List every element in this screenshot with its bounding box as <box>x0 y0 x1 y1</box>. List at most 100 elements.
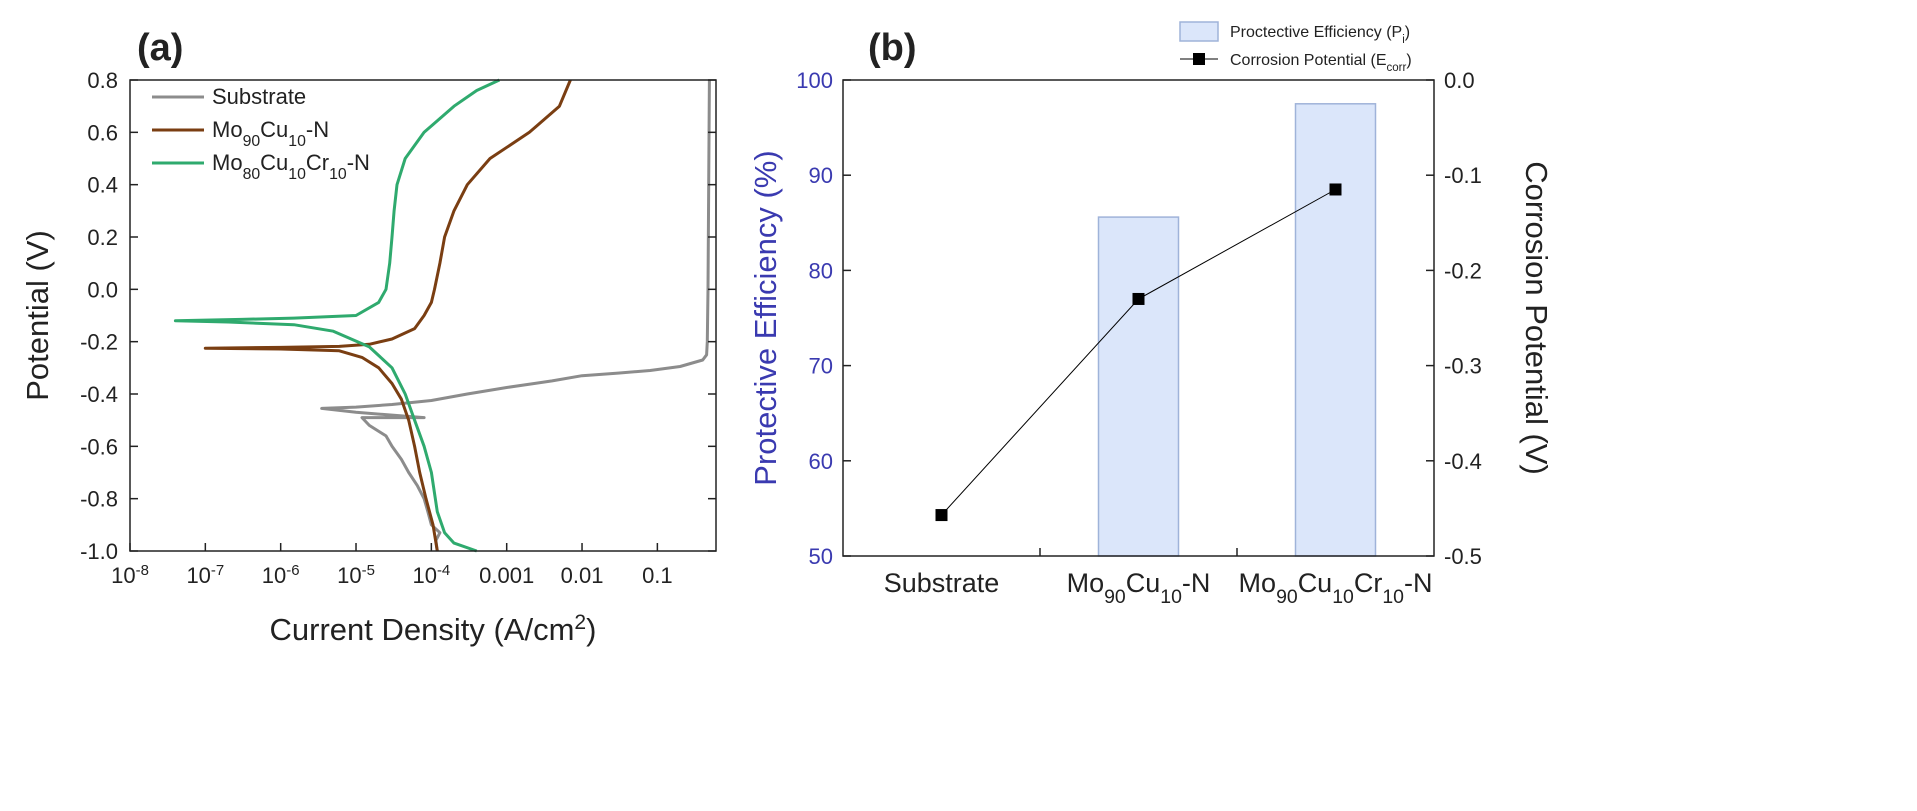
text-segment: Cr <box>1354 568 1383 598</box>
text-segment: 10 <box>1332 586 1354 608</box>
plot-frame <box>129 79 717 552</box>
y-tick-label: 90 <box>809 163 833 188</box>
x-tick-label: 0.001 <box>479 563 534 588</box>
text-segment: 90 <box>243 133 261 150</box>
y-axis-title: Protective Efficiency (%) <box>748 150 783 485</box>
x-tick-label: 0.1 <box>642 563 673 588</box>
y-tick-label: 0.8 <box>87 68 118 93</box>
y-tick-label: 0.2 <box>87 225 118 250</box>
category-label: Mo90Cu10-N <box>1067 568 1211 608</box>
efficiency-bar-2 <box>1097 216 1180 557</box>
text-segment: Corrosion Potential (E <box>1230 52 1387 69</box>
y2-axis-title: Corrosion Potential (V) <box>1519 161 1554 475</box>
panel-a-label: (a) <box>137 27 183 69</box>
series-line-3 <box>173 78 501 553</box>
text-segment: Cu <box>1298 568 1333 598</box>
y-tick-label: -0.8 <box>80 487 118 512</box>
text-segment: -N <box>1404 568 1433 598</box>
text-segment: -N <box>1182 568 1211 598</box>
text-segment: 10 <box>1382 586 1404 608</box>
text-segment: Mo <box>1067 568 1105 598</box>
legend-label: Substrate <box>212 84 306 109</box>
ecorr-marker <box>935 509 948 522</box>
text-segment: Mo <box>1239 568 1277 598</box>
ecorr-marker <box>1329 183 1342 196</box>
y-tick-label: 100 <box>796 68 833 93</box>
series-line-2 <box>203 79 572 552</box>
text-segment: ) <box>1406 52 1411 69</box>
x-tick-base: 10 <box>111 563 135 588</box>
y-tick-label: 0.4 <box>87 173 118 198</box>
x-tick-exponent: -8 <box>136 562 149 579</box>
text-segment: corr <box>1387 62 1407 74</box>
y-tick-label: -0.2 <box>80 330 118 355</box>
y-tick-label: 0.6 <box>87 120 118 145</box>
panel-b-efficiency-chart: 100 90 80 70 60 50 0.0 -0.1 -0.2 -0.3 -0.4 -0.5 Subs… <box>748 21 1554 608</box>
x-tick-label: 0.01 <box>561 563 604 588</box>
x-tick-label: 10-4 <box>412 562 450 589</box>
text-segment: Cu <box>1126 568 1161 598</box>
text-segment: 10 <box>288 133 306 150</box>
y-tick-label: 50 <box>809 544 833 569</box>
y-tick-label: 70 <box>809 354 833 379</box>
x-tick-exponent: -4 <box>437 562 450 579</box>
text-segment: Mo <box>212 117 243 142</box>
y2-tick-label: -0.3 <box>1444 354 1482 379</box>
category-label: Mo90Cu10Cr10-N <box>1239 568 1433 608</box>
text-segment: -N <box>347 150 370 175</box>
text-segment: 10 <box>1160 586 1182 608</box>
x-tick-label: 10-5 <box>337 562 375 589</box>
text-segment: 90 <box>1104 586 1126 608</box>
legend-label: Mo80Cu10Cr10-N <box>212 150 370 183</box>
y-tick-label: 80 <box>809 258 833 283</box>
x-tick-base: 10 <box>262 563 286 588</box>
x-tick-base: 0.001 <box>479 563 534 588</box>
x-tick-base: 10 <box>337 563 361 588</box>
x-axis-title: Current Density (A/cm2) <box>270 611 597 648</box>
text-segment: 10 <box>288 166 306 183</box>
category-label: Substrate <box>884 568 1000 598</box>
legend-marker-swatch <box>1193 53 1205 65</box>
plot-frame <box>842 79 1435 557</box>
efficiency-bar-3 <box>1294 103 1377 557</box>
y-tick-label: 0.0 <box>87 277 118 302</box>
y2-tick-label: -0.5 <box>1444 544 1482 569</box>
x-tick-base: 0.1 <box>642 563 673 588</box>
legend-label: Corrosion Potential (Ecorr) <box>1230 52 1412 74</box>
text-segment: 10 <box>329 166 347 183</box>
text-segment: Proctective Efficiency (P <box>1230 24 1402 41</box>
y-axis-title: Potential (V) <box>20 230 55 401</box>
y2-tick-label: -0.2 <box>1444 258 1482 283</box>
y2-tick-label: -0.4 <box>1444 449 1482 474</box>
text-segment: Cu <box>260 150 288 175</box>
legend-label: Proctective Efficiency (Pi) <box>1230 24 1410 46</box>
series-line-1 <box>320 79 711 552</box>
x-tick-base: 0.01 <box>561 563 604 588</box>
x-tick-base: 10 <box>186 563 210 588</box>
y2-tick-label: 0.0 <box>1444 68 1475 93</box>
x-tick-label: 10-6 <box>262 562 300 589</box>
x-tick-label: 10-8 <box>111 562 149 589</box>
y-tick-label: -0.4 <box>80 382 118 407</box>
x-tick-exponent: -5 <box>362 562 375 579</box>
x-tick-label: 10-7 <box>186 562 224 589</box>
x-tick-exponent: -6 <box>286 562 299 579</box>
text-segment: 80 <box>243 166 261 183</box>
text-segment: 90 <box>1276 586 1298 608</box>
panel-b-label: (b) <box>868 27 917 69</box>
y2-tick-label: -0.1 <box>1444 163 1482 188</box>
text-segment: Mo <box>212 150 243 175</box>
ecorr-marker <box>1132 292 1145 305</box>
text-segment: Cr <box>306 150 329 175</box>
text-segment: ) <box>1405 24 1410 41</box>
panel-a-polarization-chart: 0.80.60.40.20.0-0.2-0.4-0.6-0.8-1.010-8 1… <box>20 68 717 648</box>
text-segment: i <box>1402 34 1405 46</box>
text-segment: Cu <box>260 117 288 142</box>
legend-bar-swatch <box>1179 21 1219 42</box>
y-tick-label: 60 <box>809 449 833 474</box>
x-tick-exponent: -7 <box>211 562 224 579</box>
y-tick-label: -0.6 <box>80 434 118 459</box>
text-segment: Substrate <box>884 568 1000 598</box>
text-segment: Substrate <box>212 84 306 109</box>
